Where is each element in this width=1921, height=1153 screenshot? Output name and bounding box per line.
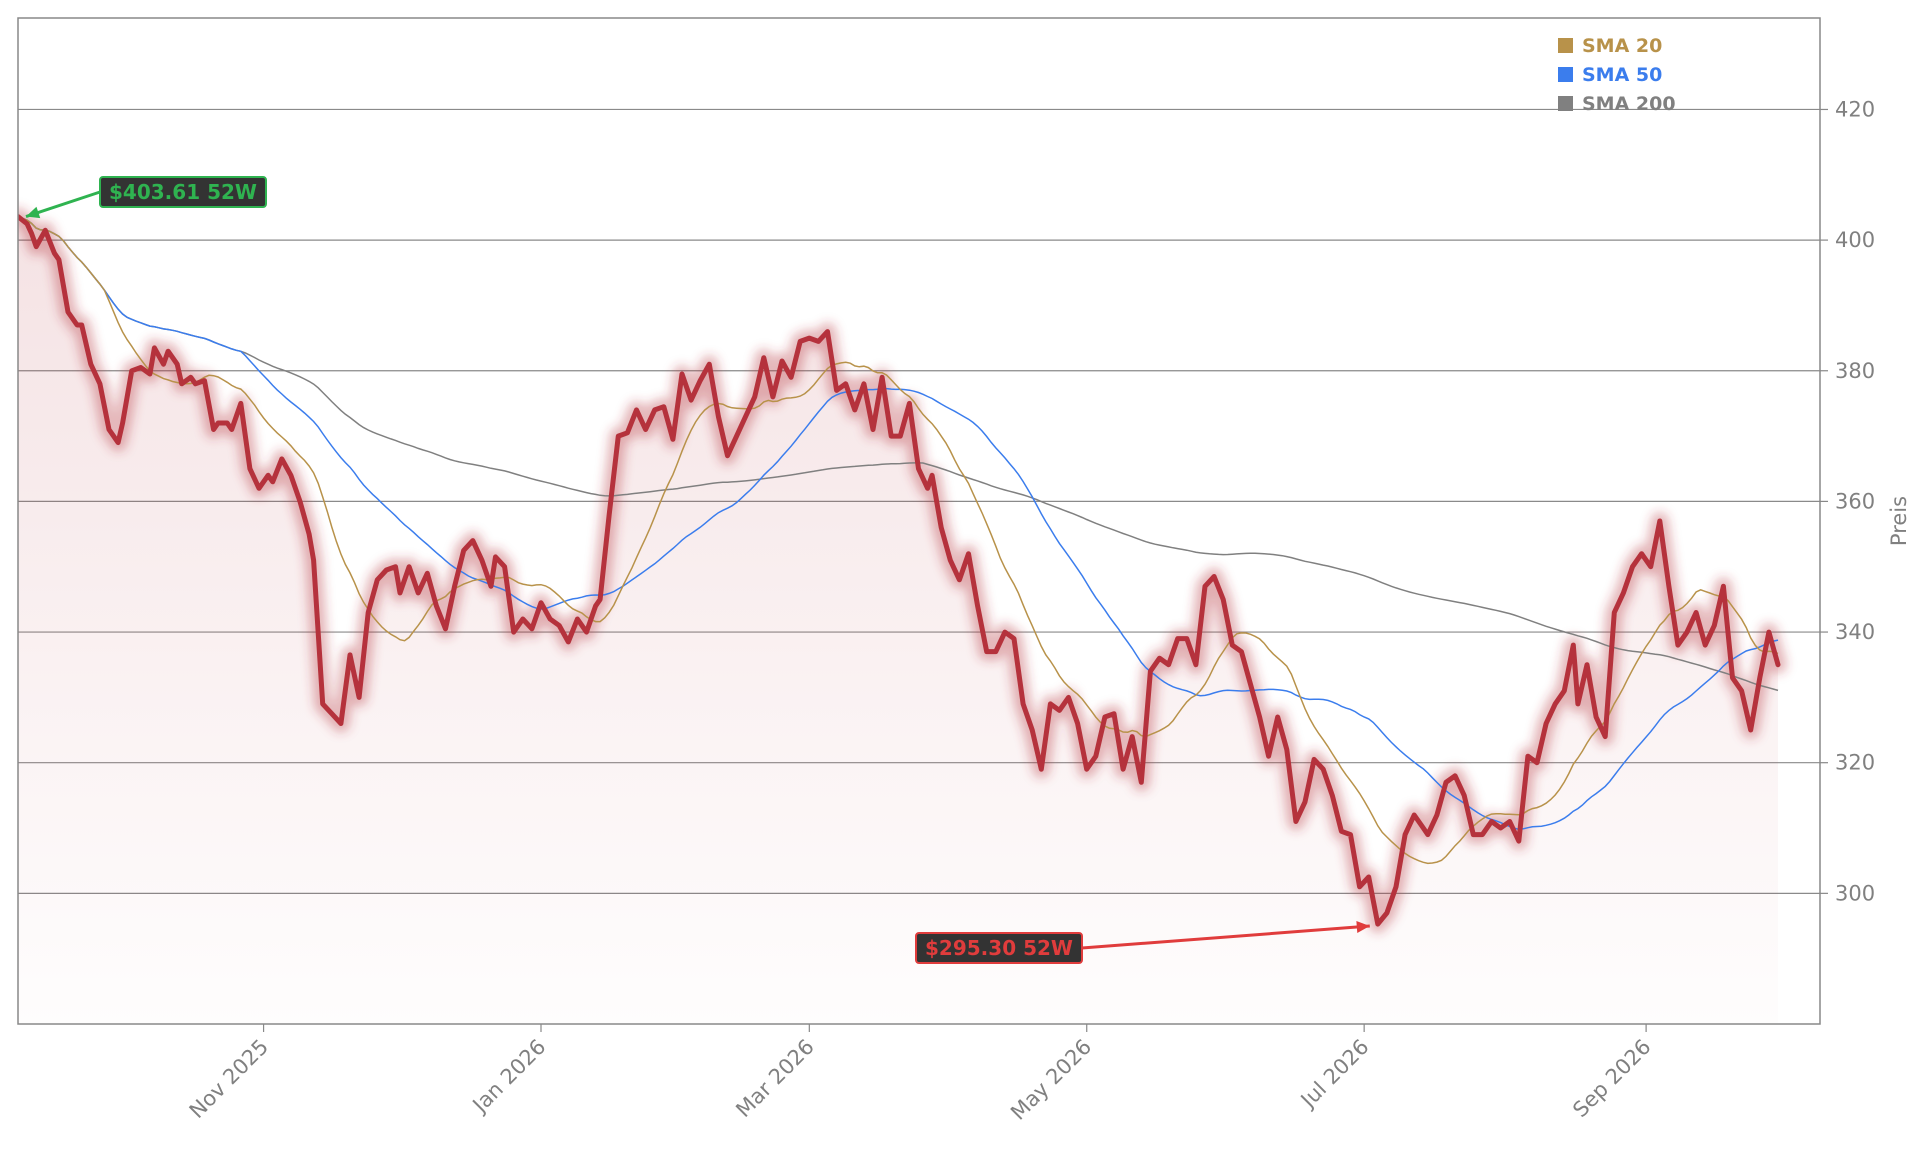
high-annotation-box — [99, 176, 267, 208]
x-tick-label-Jan 2026: Jan 2026 — [467, 1035, 551, 1119]
x-tick-label-Mar 2026: Mar 2026 — [731, 1035, 819, 1123]
plot-area — [18, 207, 1787, 1024]
y-tick-label-360: 360 — [1835, 489, 1875, 513]
y-tick-label-340: 340 — [1835, 620, 1875, 644]
x-tick-label-Sep 2026: Sep 2026 — [1568, 1035, 1655, 1122]
y-axis: 300 320 340 360 380 400 420 — [1820, 97, 1875, 905]
low-annotation-arrow — [1081, 924, 1370, 950]
sma20-legend-swatch — [1558, 38, 1573, 53]
y-axis-label: Preis — [1887, 496, 1911, 546]
x-tick-label-May 2026: May 2026 — [1006, 1035, 1096, 1125]
y-tick-label-320: 320 — [1835, 751, 1875, 775]
plot-frame — [17, 17, 1821, 1025]
low-annotation-label: $295.30 52W — [925, 936, 1073, 960]
price-area — [18, 216, 1778, 1024]
high-annotation-arrowhead — [26, 206, 41, 219]
y-tick-label-380: 380 — [1835, 359, 1875, 383]
low-annotation-box — [915, 932, 1083, 964]
annotations: $403.61 52W $295.30 52W — [25, 176, 1370, 964]
y-tick-label-300: 300 — [1835, 881, 1875, 905]
sma20-legend-label: SMA 20 — [1582, 35, 1662, 57]
sma200-legend-label: SMA 200 — [1582, 93, 1676, 115]
legend: SMA 20 SMA 50 SMA 200 — [1558, 35, 1676, 115]
x-tick-label-Nov 2025: Nov 2025 — [185, 1035, 273, 1123]
y-tick-label-420: 420 — [1835, 97, 1875, 121]
sma200-legend-swatch — [1558, 96, 1573, 111]
sma200-line — [18, 215, 1779, 692]
y-tick-label-400: 400 — [1835, 228, 1875, 252]
sma50-line — [18, 215, 1779, 831]
low-annotation-arrowhead — [1356, 921, 1370, 934]
sma50-legend-label: SMA 50 — [1582, 64, 1662, 86]
high-annotation-label: $403.61 52W — [109, 180, 257, 204]
sma20-line — [18, 215, 1779, 865]
sma50-legend-swatch — [1558, 67, 1573, 82]
x-axis: Nov 2025 Jan 2026 Mar 2026 May 2026 Jul 2026… — [185, 1024, 1656, 1125]
price-line — [18, 214, 1781, 927]
x-tick-label-Jul 2026: Jul 2026 — [1295, 1035, 1374, 1114]
